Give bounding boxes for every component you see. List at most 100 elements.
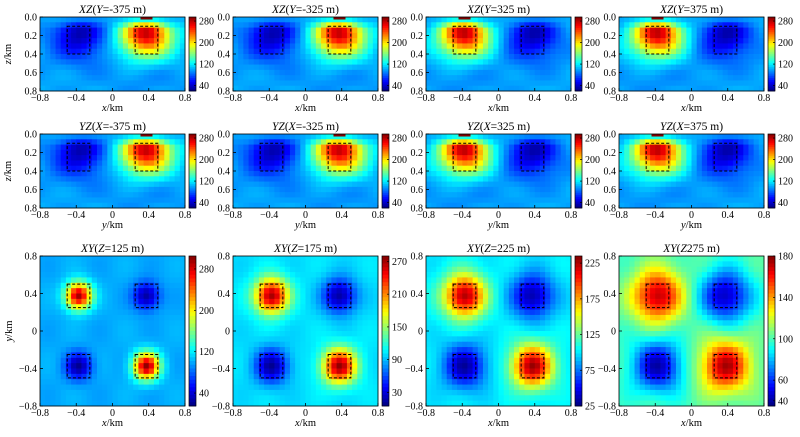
heatmap-cell [524, 186, 530, 193]
heatmap-cell [696, 139, 703, 145]
heatmap-cell [341, 282, 348, 289]
heatmap-cell [164, 80, 170, 87]
heatmap-cell [331, 282, 337, 289]
heatmap-cell [102, 80, 108, 87]
heatmap-cell [102, 261, 108, 268]
heatmap-cell [727, 80, 734, 87]
heatmap-cell [681, 27, 687, 34]
heatmap-cell [758, 171, 765, 177]
heatmap-cell [148, 357, 155, 364]
heatmap-cell [295, 186, 301, 193]
heatmap-cell [436, 75, 442, 81]
heatmap-cell [650, 176, 656, 182]
heatmap-cell [426, 59, 432, 65]
heatmap-cell [264, 171, 270, 177]
heatmap-cell [639, 165, 646, 172]
heatmap-cell [164, 165, 170, 172]
heatmap-cell [128, 357, 134, 364]
colorbar-segment [575, 176, 582, 179]
heatmap-cell [315, 176, 322, 182]
colorbar-frame [574, 133, 583, 209]
heatmap-cell [472, 197, 479, 204]
heatmap-cell [143, 165, 150, 172]
heatmap-cell [560, 27, 567, 34]
heatmap-cell [107, 139, 113, 145]
heatmap-cell [362, 186, 369, 193]
heatmap-cell [717, 48, 723, 55]
heatmap-cell [748, 160, 755, 167]
heatmap-cell [164, 149, 170, 156]
heatmap-cell [436, 186, 442, 193]
heatmap-cell [269, 266, 275, 273]
heatmap-cell [102, 384, 108, 391]
heatmap-cell [493, 85, 499, 92]
heatmap-cell [362, 48, 369, 55]
heatmap-cell [122, 155, 129, 161]
heatmap-cell [451, 22, 458, 28]
heatmap-cell [555, 27, 562, 34]
heatmap-cell [253, 64, 260, 71]
heatmap-cell [331, 272, 337, 278]
heatmap-cell [45, 181, 51, 188]
heatmap-cell [112, 395, 119, 402]
heatmap-cell [441, 139, 448, 145]
heatmap-cell [138, 165, 144, 172]
heatmap-cell [238, 272, 244, 278]
x-tick-label: −0.8 [31, 93, 49, 104]
heatmap-cell [269, 75, 275, 81]
heatmap-cell [279, 266, 286, 273]
heatmap-cell [96, 368, 103, 375]
heatmap-cell [624, 38, 630, 44]
heatmap-cell [258, 186, 265, 193]
heatmap-cell [238, 27, 244, 34]
heatmap-cell [629, 165, 635, 172]
heatmap-cell [717, 186, 723, 193]
heatmap-cell [482, 48, 489, 55]
heatmap-cell [462, 38, 468, 44]
colorbar-segment [382, 152, 389, 155]
heatmap-cell [81, 272, 88, 278]
heatmap-cell [310, 272, 317, 278]
heatmap-cell [498, 75, 505, 81]
heatmap-cell [128, 266, 134, 273]
heatmap-cell [128, 363, 134, 369]
y-tick-label: 0 [32, 327, 37, 338]
heatmap-cell [681, 144, 687, 151]
heatmap-cell [426, 139, 432, 145]
heatmap-cell [284, 59, 291, 65]
heatmap-cell [357, 75, 363, 81]
heatmap-cell [472, 22, 479, 28]
heatmap-cell [665, 176, 672, 182]
heatmap-cell [367, 298, 374, 305]
colorbar-segment [382, 22, 389, 25]
heatmap-cell [431, 165, 437, 172]
heatmap-cell [65, 373, 72, 380]
colorbar-segment [575, 191, 582, 194]
heatmap-cell [143, 64, 150, 71]
heatmap-cell [555, 85, 562, 92]
title-eq: = [684, 4, 691, 16]
colorbar-segment [768, 185, 775, 189]
heatmap-cell [514, 139, 520, 145]
heatmap-cell [514, 171, 520, 177]
title-open-paren: ( [92, 121, 96, 133]
heatmap-cell [644, 59, 651, 65]
heatmap-cell [253, 17, 260, 23]
heatmap-cell [451, 202, 458, 209]
heatmap-cell [159, 389, 165, 396]
heatmap-cell [748, 139, 755, 145]
heatmap-cell [122, 69, 129, 76]
colorbar-segment [575, 154, 582, 157]
heatmap-cell [107, 331, 113, 337]
colorbar-segment [768, 42, 775, 46]
heatmap-cell [179, 139, 186, 145]
colorbar-segment [768, 204, 775, 207]
heatmap-cell [758, 186, 765, 193]
heatmap-cell [243, 32, 249, 39]
heatmap-cell [81, 298, 88, 305]
heatmap-cell [758, 75, 765, 81]
colorbar-segment [575, 35, 582, 38]
heatmap-cell [565, 197, 572, 204]
heatmap-cell [367, 261, 374, 268]
heatmap-cell [508, 69, 515, 76]
